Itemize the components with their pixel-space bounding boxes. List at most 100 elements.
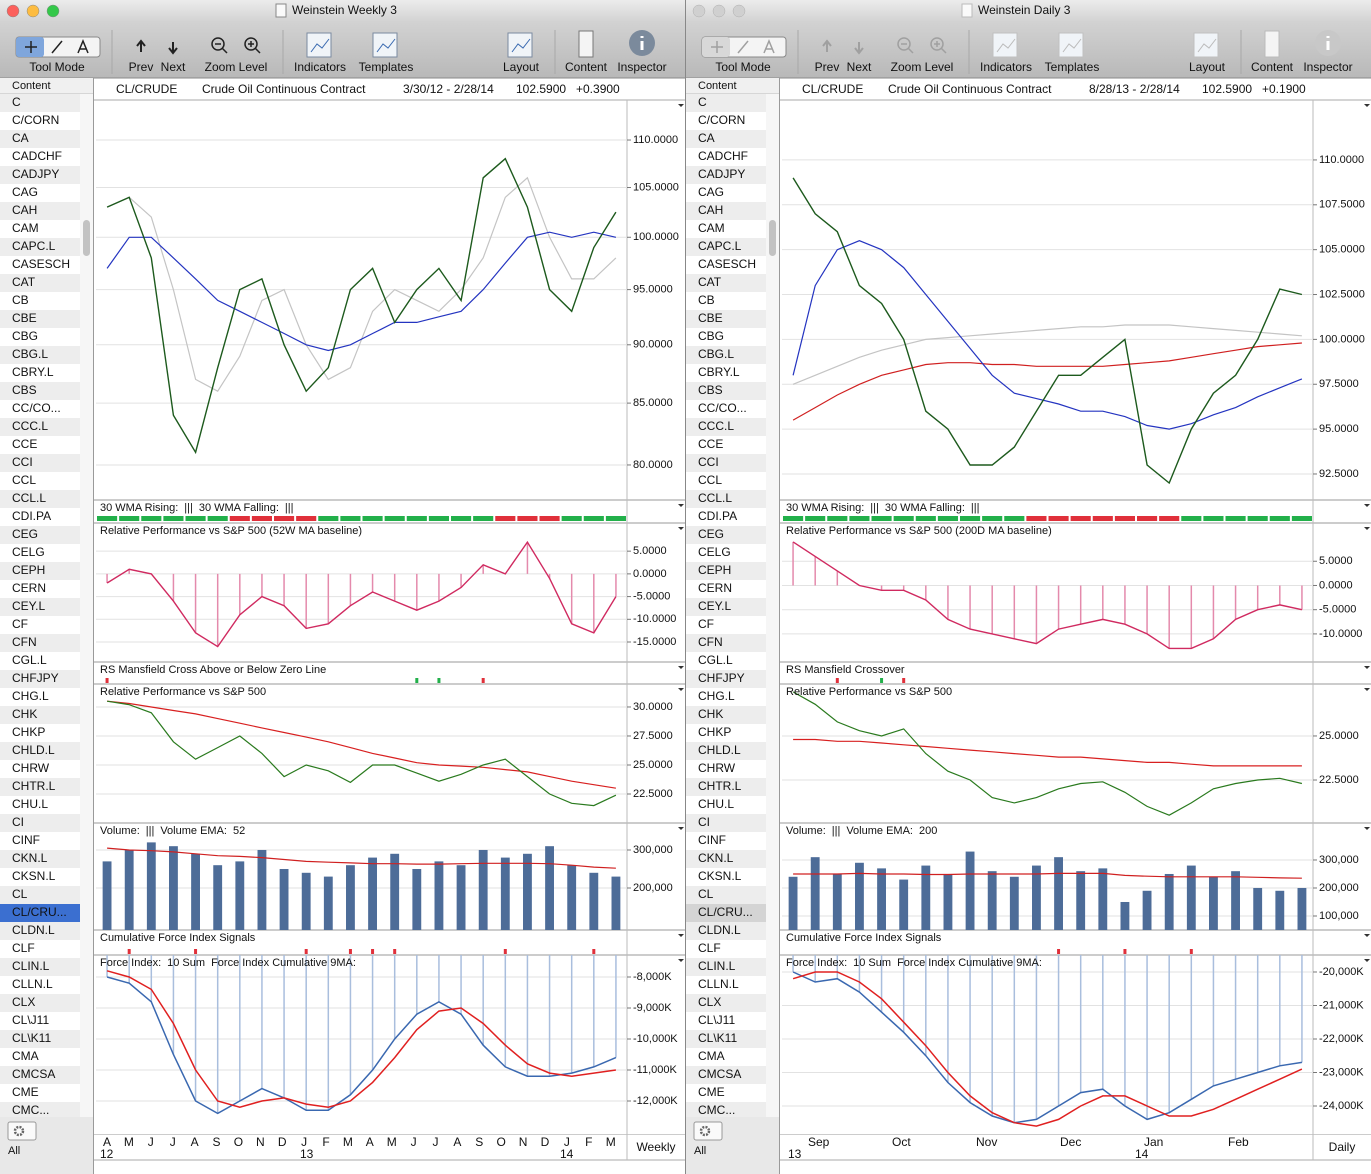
sidebar-row[interactable] — [0, 616, 80, 634]
sidebar-row[interactable] — [686, 292, 766, 310]
sidebar-row[interactable] — [686, 832, 766, 850]
sidebar-row[interactable] — [686, 670, 766, 688]
sidebar-item[interactable]: CAPC.L — [698, 239, 742, 253]
sidebar-item[interactable]: CBG.L — [12, 347, 48, 361]
toolbar-label[interactable]: Zoom — [891, 60, 922, 74]
zoom-icon[interactable] — [211, 37, 225, 51]
sidebar-item[interactable]: CHRW — [698, 761, 736, 775]
sidebar-item[interactable]: CLDN.L — [698, 923, 741, 937]
toolbar-label[interactable]: Next — [847, 60, 872, 74]
sidebar-item[interactable]: CI — [698, 815, 710, 829]
sidebar-row[interactable] — [686, 148, 766, 166]
sidebar-row[interactable] — [0, 904, 80, 922]
sidebar-row[interactable] — [686, 400, 766, 418]
sidebar-row[interactable] — [0, 508, 80, 526]
sidebar-item[interactable]: CI — [12, 815, 24, 829]
panel-menu[interactable] — [678, 688, 684, 691]
sidebar-item[interactable]: CCI — [698, 455, 719, 469]
sidebar-item[interactable]: C/CORN — [12, 113, 59, 127]
sidebar-row[interactable] — [0, 238, 80, 256]
sidebar-item[interactable]: CINF — [698, 833, 726, 847]
sidebar-row[interactable] — [0, 166, 80, 184]
sidebar-row[interactable] — [0, 436, 80, 454]
sidebar-row[interactable] — [686, 922, 766, 940]
sidebar-item[interactable]: CINF — [12, 833, 40, 847]
sidebar-row[interactable] — [686, 202, 766, 220]
sidebar-item[interactable]: CCL.L — [698, 491, 732, 505]
sidebar-item[interactable]: CB — [12, 293, 29, 307]
panel-menu[interactable] — [1364, 934, 1370, 937]
sidebar-item[interactable]: CAM — [12, 221, 39, 235]
sidebar-row[interactable] — [686, 112, 766, 130]
sidebar-row[interactable] — [0, 1084, 80, 1102]
toolbar-label[interactable]: Prev — [815, 60, 840, 74]
sidebar-footer-label[interactable]: All — [8, 1145, 20, 1157]
sidebar-item[interactable]: CLLN.L — [12, 977, 53, 991]
window-button[interactable] — [692, 4, 706, 18]
sidebar-row[interactable] — [686, 274, 766, 292]
sidebar-row[interactable] — [686, 490, 766, 508]
sidebar-item[interactable]: CADCHF — [12, 149, 62, 163]
toolbar-label[interactable]: Templates — [359, 60, 414, 74]
sidebar-row[interactable] — [686, 634, 766, 652]
sidebar-row[interactable] — [686, 1102, 766, 1120]
sidebar-item[interactable]: CCL.L — [12, 491, 46, 505]
sidebar-row[interactable] — [686, 166, 766, 184]
sidebar-row[interactable] — [0, 346, 80, 364]
toolbar-label[interactable]: Inspector — [1303, 60, 1352, 74]
sidebar-row[interactable] — [0, 742, 80, 760]
toolbar-label[interactable]: Level — [925, 60, 954, 74]
sidebar-row[interactable] — [686, 1030, 766, 1048]
sidebar-row[interactable] — [686, 886, 766, 904]
panel-menu[interactable] — [678, 934, 684, 937]
sidebar-row[interactable] — [0, 652, 80, 670]
sidebar-item[interactable]: CHFJPY — [698, 671, 745, 685]
toolbar-label[interactable]: Indicators — [980, 60, 1032, 74]
toolbar-label[interactable]: Level — [239, 60, 268, 74]
sidebar-item[interactable]: CLDN.L — [12, 923, 55, 937]
sidebar-row[interactable] — [0, 922, 80, 940]
period-label[interactable]: Daily — [1329, 1140, 1356, 1154]
sidebar-item[interactable]: C — [12, 95, 21, 109]
sidebar-item[interactable]: CKSN.L — [698, 869, 742, 883]
sidebar-item[interactable]: CAG — [698, 185, 724, 199]
toolbar-label[interactable]: Templates — [1045, 60, 1100, 74]
sidebar-row[interactable] — [686, 364, 766, 382]
panel-menu[interactable] — [678, 504, 684, 507]
sidebar-row[interactable] — [0, 814, 80, 832]
window-button[interactable] — [732, 4, 746, 18]
panel-menu[interactable] — [1364, 827, 1370, 830]
panel-menu[interactable] — [678, 959, 684, 962]
sidebar-item[interactable]: CCL — [12, 473, 36, 487]
sidebar-item[interactable]: CADJPY — [12, 167, 59, 181]
sidebar-row[interactable] — [686, 760, 766, 778]
sidebar-row[interactable] — [686, 688, 766, 706]
sidebar-item[interactable]: CA — [12, 131, 29, 145]
sidebar-row[interactable] — [0, 292, 80, 310]
zoom-icon[interactable] — [930, 37, 944, 51]
sidebar-item[interactable]: CADJPY — [698, 167, 745, 181]
sidebar-item[interactable]: CLIN.L — [12, 959, 50, 973]
sidebar-item[interactable]: CHLD.L — [12, 743, 55, 757]
sidebar-item[interactable]: CL/CRU... — [12, 905, 67, 919]
sidebar-item[interactable]: CGL.L — [12, 653, 47, 667]
sidebar-row[interactable] — [686, 94, 766, 112]
sidebar-row[interactable] — [686, 508, 766, 526]
sidebar-row[interactable] — [0, 670, 80, 688]
zoom-icon[interactable] — [244, 37, 258, 51]
sidebar-row[interactable] — [686, 130, 766, 148]
sidebar-item[interactable]: CEY.L — [698, 599, 731, 613]
sidebar-item[interactable]: CHU.L — [698, 797, 734, 811]
sidebar-row[interactable] — [686, 706, 766, 724]
sidebar-item[interactable]: CBS — [12, 383, 37, 397]
sidebar-row[interactable] — [0, 868, 80, 886]
sidebar-item[interactable]: CERN — [12, 581, 46, 595]
toolbar-label[interactable]: Indicators — [294, 60, 346, 74]
sidebar-row[interactable] — [0, 148, 80, 166]
sidebar-row[interactable] — [0, 184, 80, 202]
sidebar-row[interactable] — [0, 328, 80, 346]
sidebar-item[interactable]: CBRY.L — [698, 365, 740, 379]
sidebar-row[interactable] — [0, 706, 80, 724]
sidebar-item[interactable]: CLX — [12, 995, 35, 1009]
sidebar-item[interactable]: CBG — [12, 329, 38, 343]
